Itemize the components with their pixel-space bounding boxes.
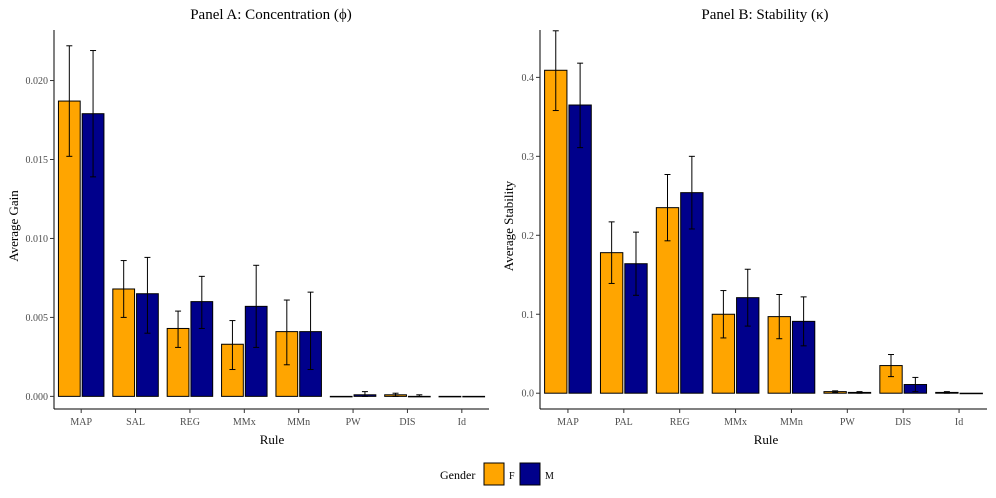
panel-a-bar-f: [438, 395, 462, 398]
panel-b-xtick-label: Id: [955, 417, 963, 428]
panel-a-xtick-label: MMx: [233, 417, 256, 428]
panel-b-xtick-label: MMn: [780, 417, 803, 428]
panel-a-ytick-label: 0.005: [26, 313, 49, 324]
panel-a-ytick-label: 0.020: [26, 76, 49, 87]
panel-a-xtick-label: SAL: [126, 417, 145, 428]
panel-b-ylabel: Average Stability: [501, 180, 516, 271]
panel-b: Panel B: Stability (κ) Average Stability…: [501, 7, 987, 447]
panel-a-ytick-label: 0.015: [26, 155, 49, 166]
panel-b-bar-m: [568, 104, 592, 394]
panel-a-xlabel: Rule: [260, 432, 285, 447]
panel-a-xtick-label: REG: [180, 417, 200, 428]
panel-a-xtick-label: Id: [458, 417, 466, 428]
panel-b-ytick-label: 0.3: [522, 152, 535, 163]
legend-swatch-m: [519, 462, 541, 486]
panel-b-xtick-label: PW: [840, 417, 856, 428]
panel-a-xtick-label: MAP: [70, 417, 92, 428]
panel-b-ytick-label: 0.1: [522, 310, 535, 321]
panel-a-ylabel: Average Gain: [6, 190, 21, 262]
panel-a-xtick-label: MMn: [287, 417, 310, 428]
legend-label-f: F: [509, 471, 515, 482]
panel-b-xlabel: Rule: [754, 432, 779, 447]
panel-b-plot: 0.0 0.1 0.2 0.3 0.4 MAP PAL REG MMx MMn PW DIS Id: [522, 30, 987, 428]
panel-a-bar-m: [462, 395, 486, 398]
panel-b-xtick-label: MAP: [557, 417, 579, 428]
legend-title: Gender: [440, 468, 475, 482]
panel-a-bar-f: [329, 395, 353, 398]
panel-a-xtick-label: DIS: [399, 417, 415, 428]
panel-b-xtick-label: MMx: [724, 417, 747, 428]
panel-b-title: Panel B: Stability (κ): [701, 7, 828, 23]
legend-label-m: M: [545, 471, 554, 482]
panel-b-xtick-label: PAL: [615, 417, 633, 428]
panel-b-bar-m: [959, 392, 983, 395]
panel-a: Panel A: Concentration (ϕ) Average Gain …: [6, 7, 489, 447]
panel-b-xtick-label: REG: [670, 417, 690, 428]
panel-a-ytick-label: 0.000: [26, 392, 49, 403]
panel-b-ytick-label: 0.2: [522, 231, 535, 242]
panel-a-title: Panel A: Concentration (ϕ): [190, 7, 352, 23]
panel-b-xtick-label: DIS: [895, 417, 911, 428]
panel-a-ytick-label: 0.010: [26, 234, 49, 245]
panel-b-ytick-label: 0.0: [522, 389, 535, 400]
legend-swatch-f: [483, 462, 505, 486]
panel-a-plot: 0.000 0.005 0.010 0.015 0.020 MAP SAL REG MMx MMn…: [26, 30, 489, 428]
panel-b-bar-f: [544, 69, 568, 394]
legend: Gender F M: [440, 462, 554, 486]
panel-b-ytick-label: 0.4: [522, 73, 535, 84]
panel-a-xtick-label: PW: [346, 417, 362, 428]
